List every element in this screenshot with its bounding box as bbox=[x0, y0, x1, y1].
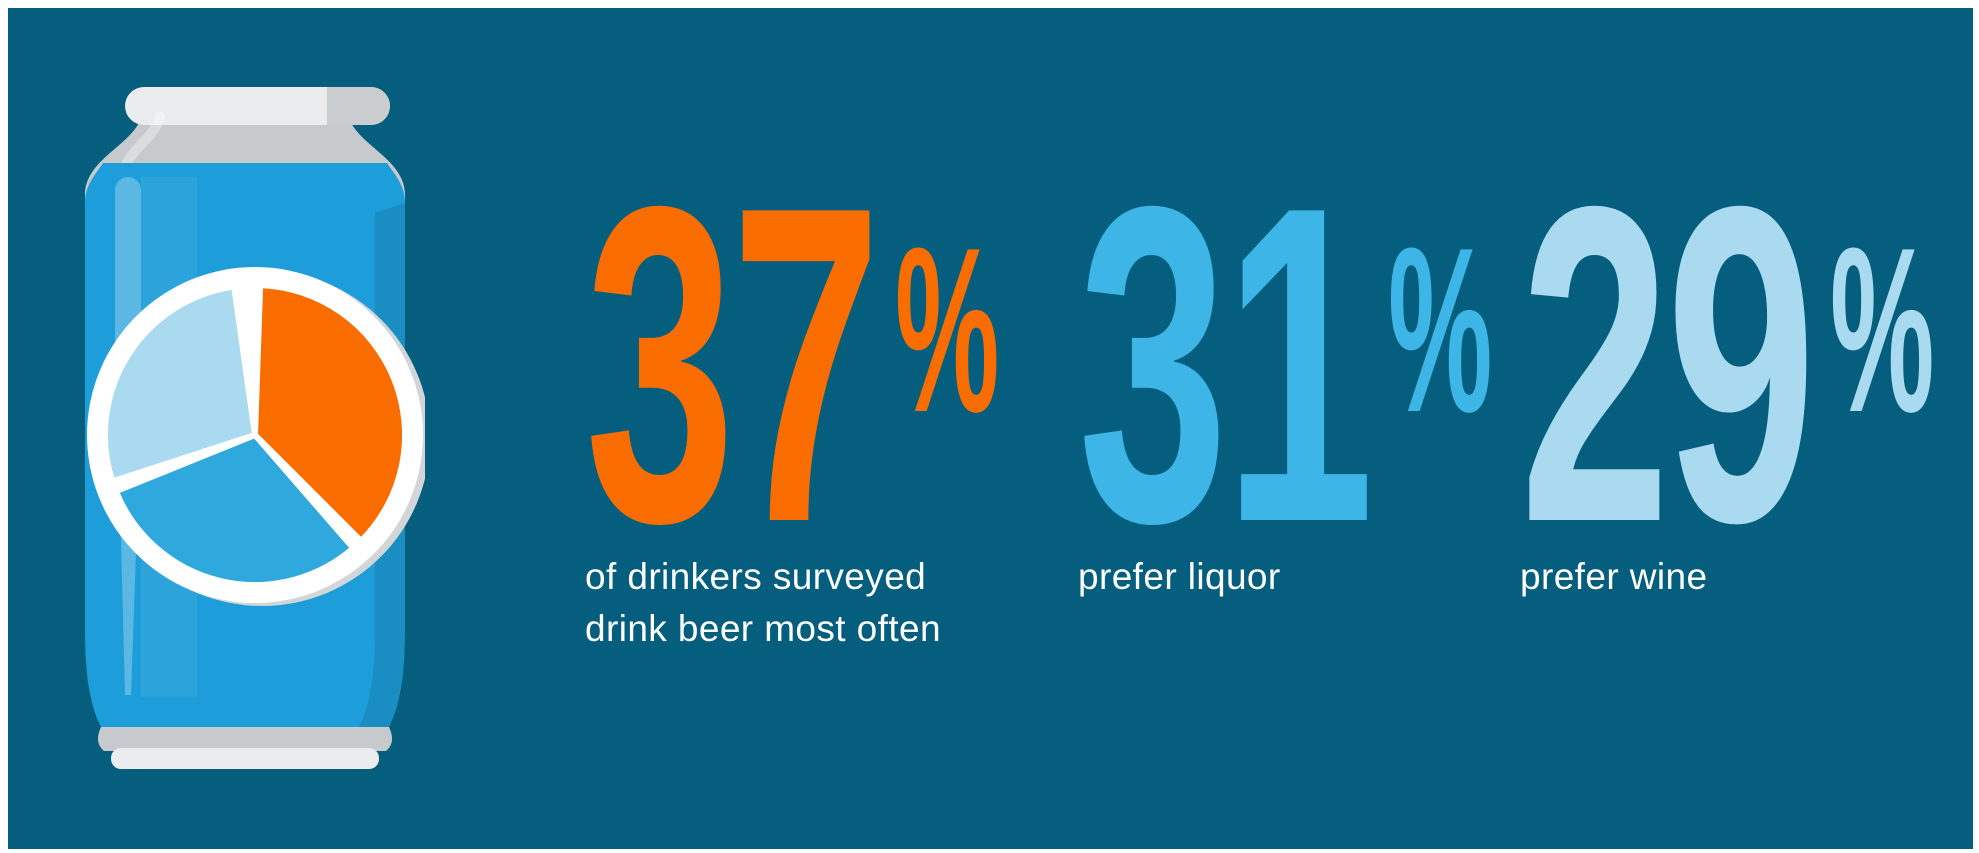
teal-background: 37 % of drinkers surveyed drink beer mos… bbox=[8, 8, 1973, 849]
stat-beer: 37 % of drinkers surveyed drink beer mos… bbox=[585, 114, 1000, 654]
can-top-lip bbox=[125, 87, 390, 125]
stat-wine-percent-sign: % bbox=[1830, 198, 1935, 461]
stat-wine: 29 % prefer wine bbox=[1520, 114, 1935, 616]
stat-liquor: 31 % prefer liquor bbox=[1078, 114, 1493, 616]
pie-slice-beer bbox=[252, 282, 409, 545]
stat-liquor-percent-sign: % bbox=[1388, 198, 1493, 461]
can-top-lip-shade bbox=[327, 87, 390, 125]
stat-wine-caption: prefer wine bbox=[1520, 556, 1708, 597]
beer-can-illustration bbox=[65, 85, 430, 775]
stat-beer-value: 37 bbox=[585, 114, 881, 616]
stat-beer-number: 37 % bbox=[585, 114, 1000, 616]
stat-liquor-caption: prefer liquor bbox=[1078, 556, 1281, 597]
stat-wine-number: 29 % bbox=[1520, 114, 1935, 616]
stat-wine-value: 29 bbox=[1520, 114, 1816, 616]
pie-slice-wine bbox=[101, 283, 258, 485]
stat-liquor-value: 31 bbox=[1078, 114, 1374, 616]
stat-beer-caption-line1: of drinkers surveyed bbox=[585, 556, 927, 597]
stat-beer-caption-line2: drink beer most often bbox=[585, 608, 941, 649]
stat-beer-percent-sign: % bbox=[895, 198, 1000, 461]
pie-slice-liquor bbox=[112, 432, 357, 588]
beer-can-icon bbox=[85, 87, 430, 769]
stat-liquor-number: 31 % bbox=[1078, 114, 1493, 616]
pie-chart bbox=[87, 267, 430, 606]
can-base bbox=[97, 727, 393, 751]
can-base-lip bbox=[111, 748, 379, 769]
